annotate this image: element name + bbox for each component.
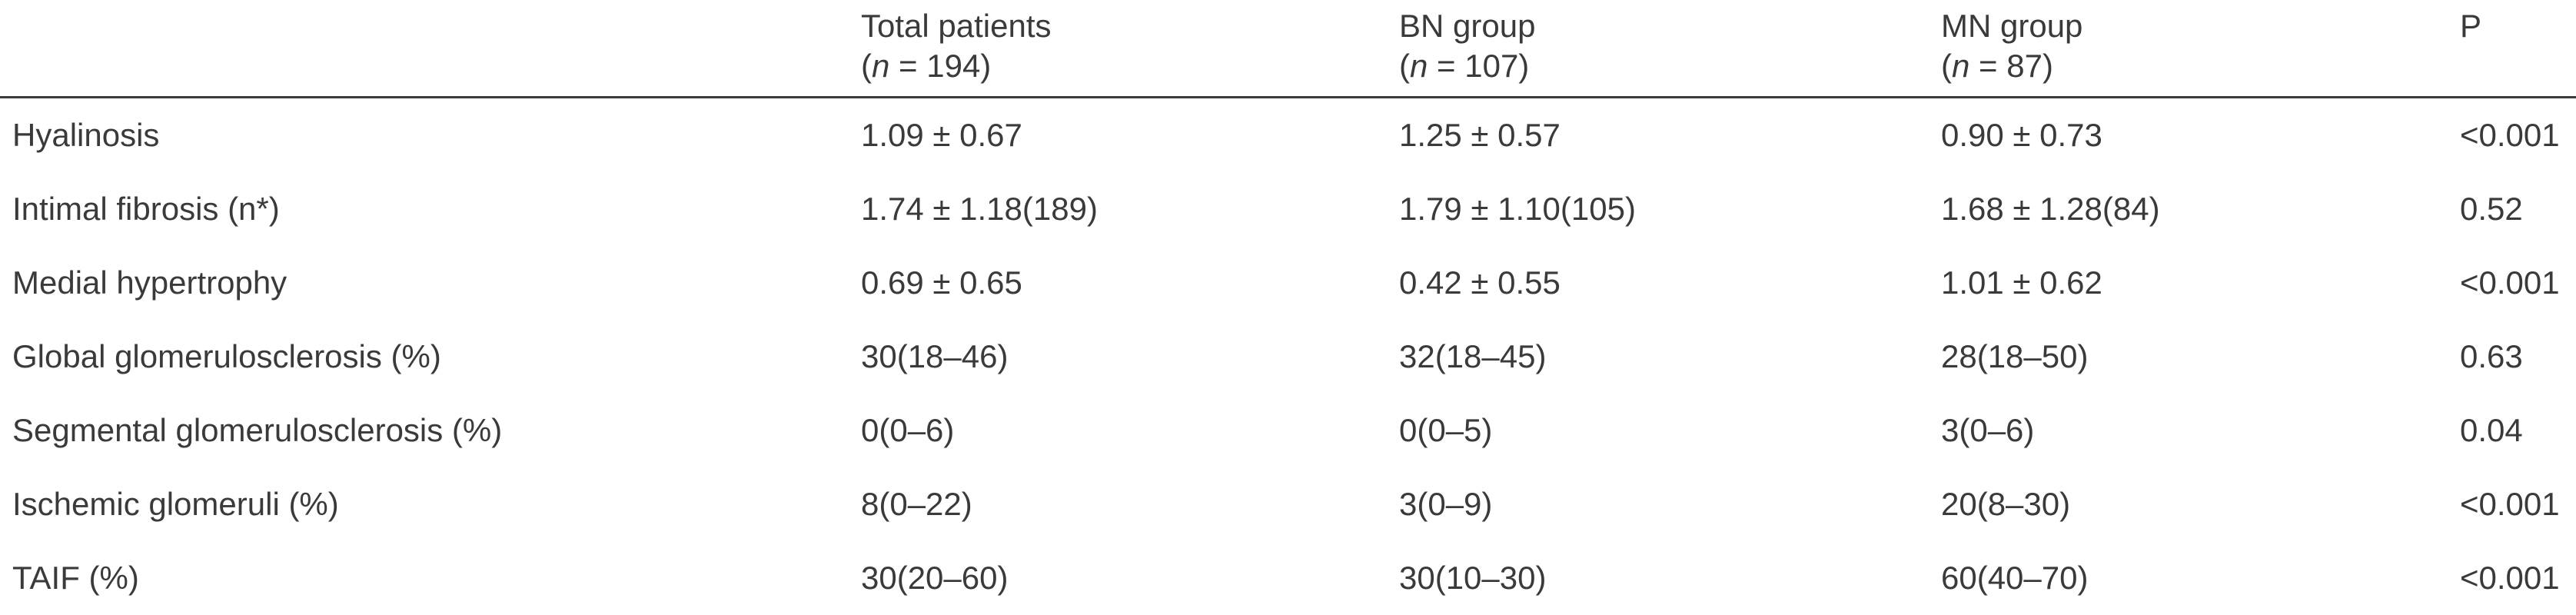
header-p-label: P <box>2460 8 2482 44</box>
cell-bn: 0.42 ± 0.55 <box>1399 264 1561 301</box>
cell-mn: 60(40–70) <box>1941 560 2089 596</box>
cell-p: 0.04 <box>2460 412 2523 448</box>
row-label: Medial hypertrophy <box>12 264 288 301</box>
row-label: Ischemic glomeruli (%) <box>12 486 339 522</box>
cell-total: 1.74 ± 1.18(189) <box>861 191 1098 227</box>
header-total-patients: Total patients (n = 194) <box>861 6 1052 86</box>
cell-p: <0.001 <box>2460 117 2560 153</box>
cell-p: <0.001 <box>2460 264 2560 301</box>
cell-p: <0.001 <box>2460 486 2560 522</box>
cell-total: 30(18–46) <box>861 338 1009 374</box>
table-row: Ischemic glomeruli (%) 8(0–22) 3(0–9) 20… <box>0 467 2576 541</box>
cell-bn: 3(0–9) <box>1399 486 1493 522</box>
cell-p: 0.52 <box>2460 191 2523 227</box>
cell-bn: 32(18–45) <box>1399 338 1547 374</box>
cell-mn: 28(18–50) <box>1941 338 2089 374</box>
header-mn-group: MN group (n = 87) <box>1941 6 2082 86</box>
table-row: Global glomerulosclerosis (%) 30(18–46) … <box>0 320 2576 394</box>
header-total-label: Total patients <box>861 8 1052 44</box>
cell-bn: 1.25 ± 0.57 <box>1399 117 1561 153</box>
header-bn-n: (n = 107) <box>1399 48 1530 84</box>
table-header: Total patients (n = 194) BN group (n = 1… <box>0 0 2576 98</box>
table-row: TAIF (%) 30(20–60) 30(10–30) 60(40–70) <… <box>0 541 2576 615</box>
header-bn-group: BN group (n = 107) <box>1399 6 1535 86</box>
cell-total: 1.09 ± 0.67 <box>861 117 1022 153</box>
cell-mn: 3(0–6) <box>1941 412 2035 448</box>
cell-total: 8(0–22) <box>861 486 972 522</box>
table-row: Hyalinosis 1.09 ± 0.67 1.25 ± 0.57 0.90 … <box>0 98 2576 172</box>
cell-bn: 1.79 ± 1.10(105) <box>1399 191 1636 227</box>
header-mn-n: (n = 87) <box>1941 48 2053 84</box>
cell-mn: 20(8–30) <box>1941 486 2071 522</box>
table-row: Segmental glomerulosclerosis (%) 0(0–6) … <box>0 394 2576 467</box>
cell-p: <0.001 <box>2460 560 2560 596</box>
cell-total: 0.69 ± 0.65 <box>861 264 1022 301</box>
cell-bn: 0(0–5) <box>1399 412 1493 448</box>
row-label: Segmental glomerulosclerosis (%) <box>12 412 503 448</box>
row-label: Intimal fibrosis (n*) <box>12 191 280 227</box>
cell-mn: 0.90 ± 0.73 <box>1941 117 2102 153</box>
cell-bn: 30(10–30) <box>1399 560 1547 596</box>
header-mn-label: MN group <box>1941 8 2083 44</box>
cell-total: 0(0–6) <box>861 412 955 448</box>
row-label: Hyalinosis <box>12 117 160 153</box>
header-total-n: (n = 194) <box>861 48 992 84</box>
header-bn-label: BN group <box>1399 8 1536 44</box>
row-label: TAIF (%) <box>12 560 139 596</box>
table-body: Hyalinosis 1.09 ± 0.67 1.25 ± 0.57 0.90 … <box>0 98 2576 615</box>
cell-mn: 1.01 ± 0.62 <box>1941 264 2102 301</box>
cell-mn: 1.68 ± 1.28(84) <box>1941 191 2160 227</box>
cell-p: 0.63 <box>2460 338 2523 374</box>
header-p: P <box>2460 6 2481 46</box>
table-row: Medial hypertrophy 0.69 ± 0.65 0.42 ± 0.… <box>0 246 2576 320</box>
row-label: Global glomerulosclerosis (%) <box>12 338 441 374</box>
cell-total: 30(20–60) <box>861 560 1009 596</box>
table-row: Intimal fibrosis (n*) 1.74 ± 1.18(189) 1… <box>0 172 2576 246</box>
